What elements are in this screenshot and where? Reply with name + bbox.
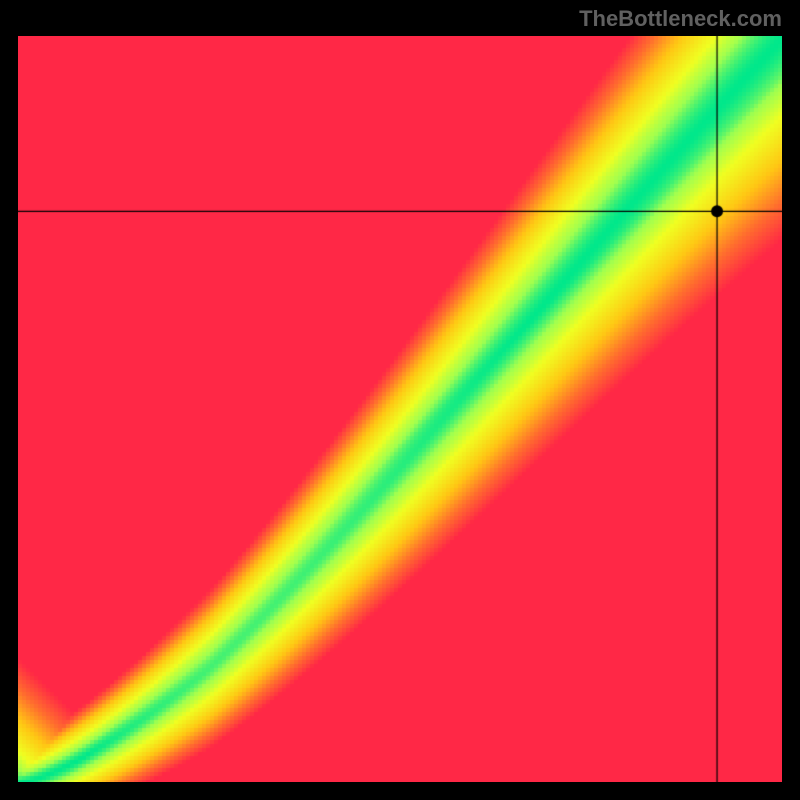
watermark-text: TheBottleneck.com: [579, 6, 782, 32]
bottleneck-heatmap-chart: [18, 36, 782, 782]
heatmap-canvas: [18, 36, 782, 782]
